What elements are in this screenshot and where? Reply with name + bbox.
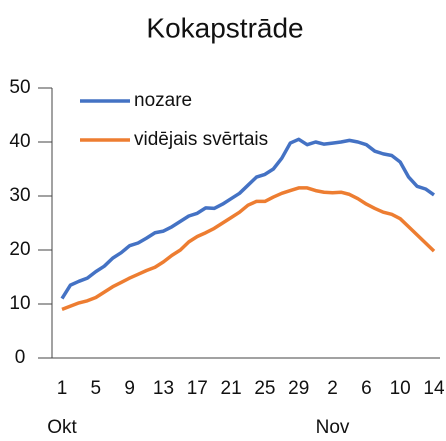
x-tick-label: 17 [187, 378, 208, 399]
x-tick-label: 13 [153, 378, 174, 399]
x-tick-label: 9 [124, 378, 135, 399]
x-tick-label: 10 [390, 378, 411, 399]
y-tick-label: 10 [9, 293, 30, 314]
legend-label: nozare [134, 90, 192, 111]
series-line [61, 186, 436, 312]
x-tick-label: 21 [221, 378, 242, 399]
y-tick-label: 40 [9, 131, 30, 152]
x-tick-label: 2 [327, 378, 338, 399]
y-tick-label: 50 [9, 77, 30, 98]
x-tick-label: 25 [254, 378, 275, 399]
y-tick-label: 30 [9, 185, 30, 206]
series-line [60, 137, 436, 300]
x-tick-label: 1 [57, 378, 68, 399]
y-tick-label: 0 [15, 347, 26, 368]
x-tick-label: 14 [423, 378, 445, 399]
chart-title: Kokapstrāde [146, 12, 303, 43]
x-group-label: Okt [47, 417, 77, 438]
x-tick-label: 5 [91, 378, 102, 399]
legend-label: vidējais svērtais [134, 129, 268, 150]
x-tick-label: 6 [361, 378, 372, 399]
y-tick-label: 20 [9, 239, 30, 260]
x-tick-label: 29 [288, 378, 309, 399]
x-group-label: Nov [316, 417, 350, 438]
